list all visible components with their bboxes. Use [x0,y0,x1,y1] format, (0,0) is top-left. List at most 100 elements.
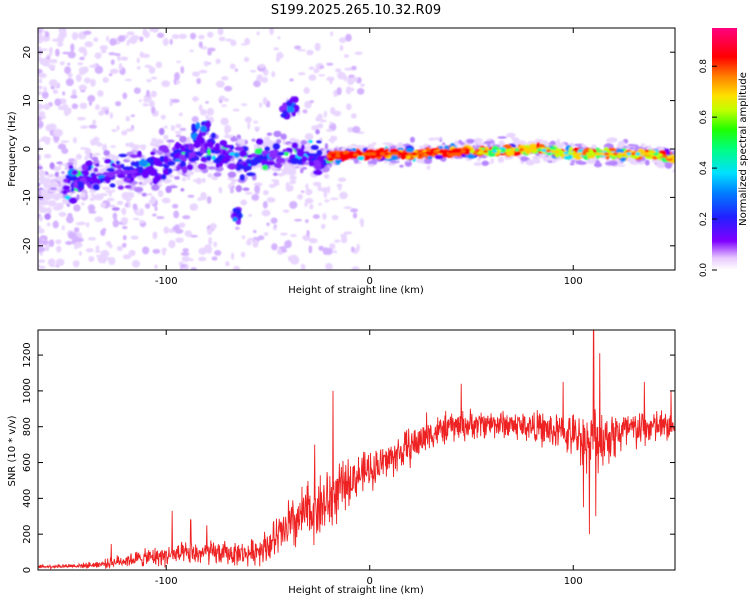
spectrogram-halo [490,158,494,165]
spectrogram-speckle [62,91,66,96]
spectrogram-halo [280,133,287,140]
spectrogram-speckle [121,130,128,136]
spectrogram-halo [167,142,171,150]
spectrogram-halo [223,134,234,139]
spectrogram-speckle [141,53,150,59]
spectrogram-halo [89,189,97,194]
spectrogram-halo [342,146,347,151]
spectrogram-speckle [144,203,151,209]
spectrogram-halo [38,177,44,182]
spectrogram-speckle [38,90,43,96]
spectrogram-speckle [154,264,158,269]
spectrogram-speckle [206,107,215,116]
spectrogram-speckle [163,226,170,234]
spectrogram-speckle [339,191,348,200]
spectrogram-halo [38,187,44,191]
snr-x-tick-label: 100 [564,576,583,587]
spectrogram-blob [199,146,206,154]
spectrogram-speckle [90,193,95,197]
spectrogram-speckle [136,66,141,70]
spectrogram-halo [213,172,222,177]
spectrogram-speckle [306,229,310,237]
spectrogram-speckle [53,128,63,137]
spectrogram-ridge-cell [402,152,408,156]
spectrogram-blob [118,153,128,158]
spectrogram-speckle [294,45,302,50]
spectrogram-speckle [79,102,88,110]
spectrogram-halo [371,158,378,163]
spectrogram-speckle [293,218,302,222]
spectrogram-halo [538,156,548,159]
spectrogram-speckle [211,256,218,261]
spectrogram-speckle [128,249,136,257]
spectrogram-blob [110,162,116,167]
spectrogram-ridge-cell [505,148,511,153]
spectrogram-ridge-cell [518,148,525,152]
spectrogram-ridge-cell [465,149,471,154]
spectrogram-speckle [213,241,218,248]
spectrogram-halo [512,137,520,144]
spectrogram-halo [235,185,242,193]
spectrogram-speckle [325,263,333,270]
spectrogram-speckle [335,68,342,73]
spectrogram-blob [292,144,297,148]
spectrogram-speckle [41,91,49,99]
spectrogram-halo [211,176,218,181]
spectrogram-speckle [97,90,104,97]
spectrogram-speckle [300,190,305,193]
spectrogram-halo [389,145,397,150]
spectrogram-speckle [333,135,338,141]
spectrogram-ridge-cell [366,152,372,156]
snr-panel: -100 0 100 0 200 400 600 800 1000 1200 Height of… [7,329,676,596]
spectrogram-burst [191,123,196,130]
spectrogram-speckle [198,34,205,40]
spectrogram-halo [606,138,611,143]
spectrogram-speckle [224,85,233,92]
spectrogram-blob [64,195,72,200]
spectrogram-halo [179,135,187,143]
spectrogram-speckle [57,41,64,47]
spectrogram-blob [138,166,142,175]
spectrogram-speckle [92,63,98,69]
spectrogram-halo [618,140,626,147]
spectrogram-y-tick-label: 10 [22,94,33,107]
spectrogram-speckle [38,245,44,254]
spectrogram-blob [213,146,219,152]
spectrogram-speckle [173,210,180,219]
spectrogram-blob [82,170,90,177]
spectrogram-y-ticks: -20 -10 0 10 20 [22,46,675,254]
spectrogram-blob [316,140,322,144]
spectrogram-speckle [67,212,73,219]
spectrogram-speckle [80,125,89,129]
spectrogram-speckle [64,66,72,75]
spectrogram-halo [201,177,206,183]
spectrogram-ridge-cell [604,152,610,156]
spectrogram-blob [175,165,181,172]
spectrogram-speckle [192,96,199,102]
spectrogram-speckle [55,48,60,57]
spectrogram-speckle [345,86,352,95]
spectrogram-ridge-cell [433,150,440,154]
spectrogram-speckle [262,189,269,196]
spectrogram-speckle [329,243,336,250]
spectrogram-blob [184,153,189,159]
spectrogram-speckle [56,245,62,253]
snr-y-ticks: 0 200 400 600 800 1000 1200 [22,342,675,573]
spectrogram-speckle [205,101,209,104]
spectrogram-speckle [76,232,82,238]
spectrogram-speckle [48,64,56,70]
spectrogram-blob [275,157,286,164]
spectrogram-halo [285,170,289,174]
spectrogram-speckle [322,212,327,220]
spectrogram-speckle [182,215,191,220]
figure-title: S199.2025.265.10.32.R09 [271,3,441,18]
spectrogram-speckle [243,56,250,63]
spectrogram-ridge-cell [612,152,619,156]
spectrogram-speckle [189,203,199,211]
spectrogram-speckle [161,197,171,204]
spectrogram-speckle [125,115,131,122]
spectrogram-speckle [241,235,246,240]
spectrogram-speckle [148,66,156,74]
spectrogram-speckle [203,60,210,67]
spectrogram-speckle [85,221,90,228]
